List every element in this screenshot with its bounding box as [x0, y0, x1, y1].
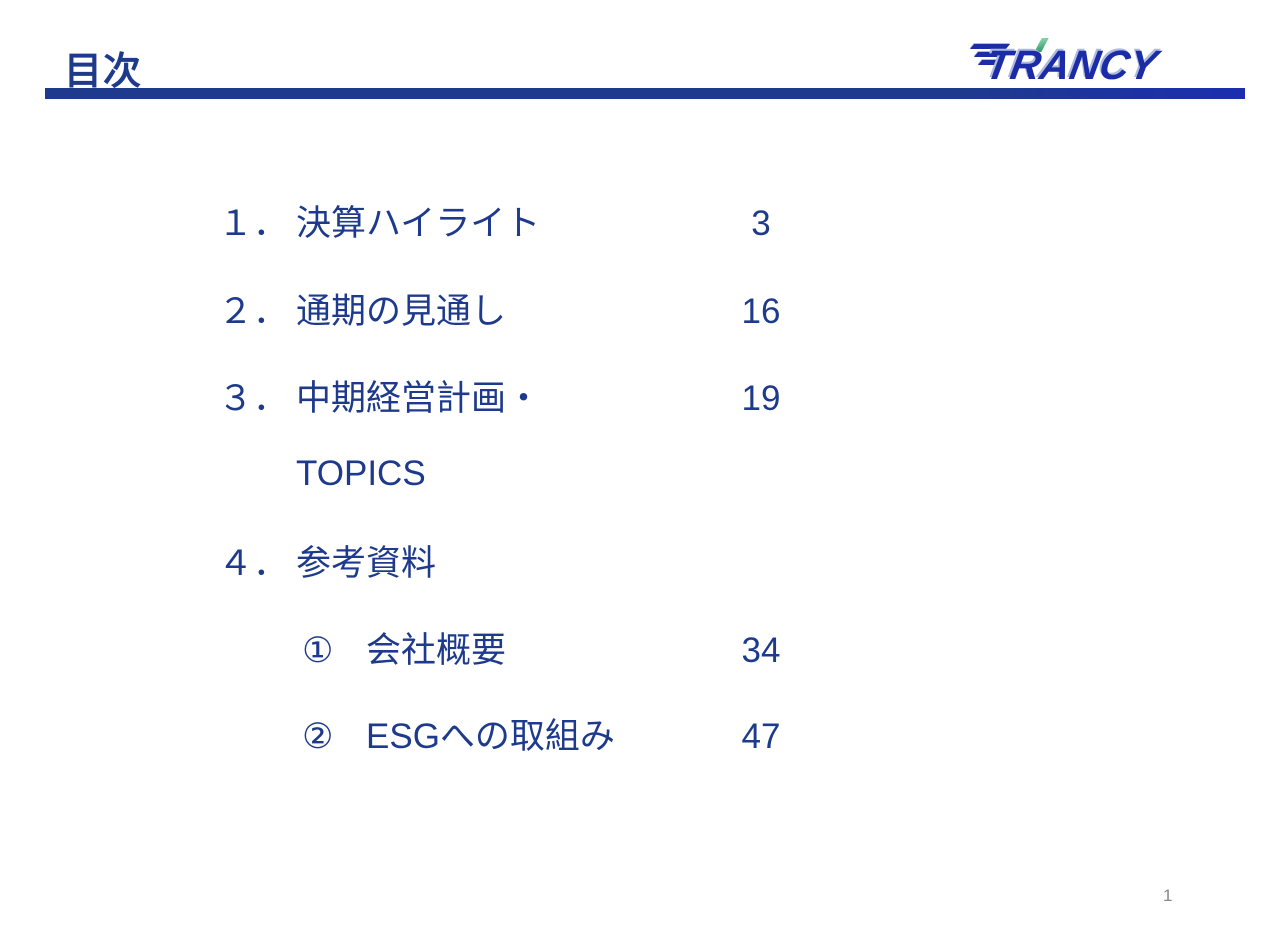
header-divider [45, 88, 1245, 99]
toc-item-4: ４． 参考資料 [218, 540, 806, 588]
toc-item-2: ２． 通期の見通し 16 [218, 288, 806, 336]
toc-item-page: 16 [741, 292, 781, 331]
toc-item-1: １． 決算ハイライト 3 [218, 200, 806, 248]
toc-subitem-1: ① 会社概要 34 [218, 627, 806, 675]
toc-item-label: 中期経営計画・ TOPICS [296, 375, 716, 498]
toc-subitem-2: ② ESGへの取組み 47 [218, 713, 806, 761]
toc-subitem-label: 会社概要 [366, 631, 507, 670]
toc-subitem-page: 47 [741, 717, 781, 756]
toc-item-label: 通期の見通し [296, 292, 507, 331]
toc-item-3: ３． 中期経営計画・ TOPICS 19 [218, 375, 806, 498]
toc-item-label-line2: TOPICS [296, 454, 426, 493]
trancy-logo: TRANCY [969, 38, 1212, 92]
toc-item-label-line1: 中期経営計画・ [296, 379, 542, 418]
toc-subitem-number: ① [302, 631, 334, 670]
toc-item-number: ２． [218, 292, 289, 331]
slide-page-number: 1 [1163, 886, 1173, 905]
toc-item-label: 参考資料 [296, 544, 437, 583]
toc-subitem-page: 34 [741, 631, 781, 670]
toc-item-label: 決算ハイライト [296, 204, 541, 243]
toc-item-number: ４． [218, 544, 289, 583]
toc-item-page: 3 [751, 204, 771, 243]
logo-text: TRANCY [982, 42, 1161, 88]
toc-item-page: 19 [741, 379, 781, 418]
page-title: 目次 [64, 51, 143, 93]
toc-item-number: ３． [218, 379, 289, 418]
toc-subitem-number: ② [302, 717, 334, 756]
toc-item-number: １． [218, 204, 289, 243]
toc-subitem-label: ESGへの取組み [366, 717, 615, 756]
